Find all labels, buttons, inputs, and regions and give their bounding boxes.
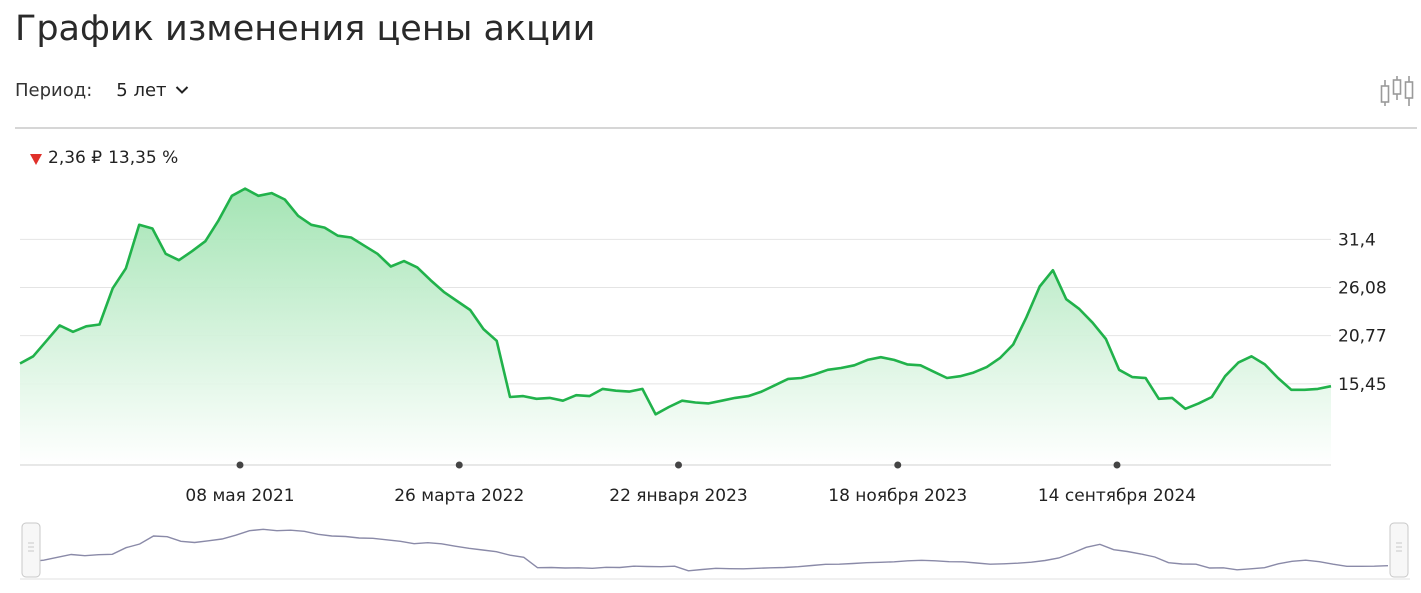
change-percent: 13,35 % [108,148,179,168]
y-tick-label: 31,4 [1338,230,1376,250]
y-tick-label: 26,08 [1338,279,1387,299]
navigator-line [29,528,1389,572]
change-absolute: 2,36 ₽ [48,148,103,168]
period-row: Период: 5 лет [15,78,189,102]
range-navigator[interactable] [0,518,1421,588]
chevron-down-icon [175,86,188,94]
x-tick-label: 14 сентября 2024 [1038,486,1196,506]
x-tick-marker [1113,461,1121,469]
x-tick-label: 08 мая 2021 [185,486,294,506]
navigator-right-handle[interactable] [1389,522,1409,578]
price-chart[interactable]: 31,4 26,08 20,77 15,45 08 мая 2021 26 марта … [0,175,1421,515]
x-tick-marker [675,461,682,469]
price-area [20,188,1331,465]
price-line [19,187,1332,416]
x-tick-marker [455,461,463,469]
x-tick-label: 26 марта 2022 [394,486,524,506]
navigator-left-handle[interactable] [21,522,41,578]
period-label: Период: [15,79,93,101]
price-change: 2,36 ₽ 13,35 % [30,148,178,168]
y-tick-label: 20,77 [1338,327,1387,347]
x-tick-label: 18 ноября 2023 [828,486,967,506]
x-tick-marker [894,461,902,469]
x-tick-label: 22 января 2023 [609,486,748,506]
y-tick-label: 15,45 [1338,375,1387,395]
candlestick-icon [1380,76,1414,106]
header-divider [15,127,1417,129]
x-tick-marker [236,461,244,469]
chart-type-button[interactable] [1379,74,1417,108]
page-title: График изменения цены акции [15,9,596,49]
period-select[interactable]: 5 лет [116,80,188,101]
navigator-track [20,523,1410,579]
triangle-down-icon [30,153,42,165]
period-value: 5 лет [116,79,167,101]
